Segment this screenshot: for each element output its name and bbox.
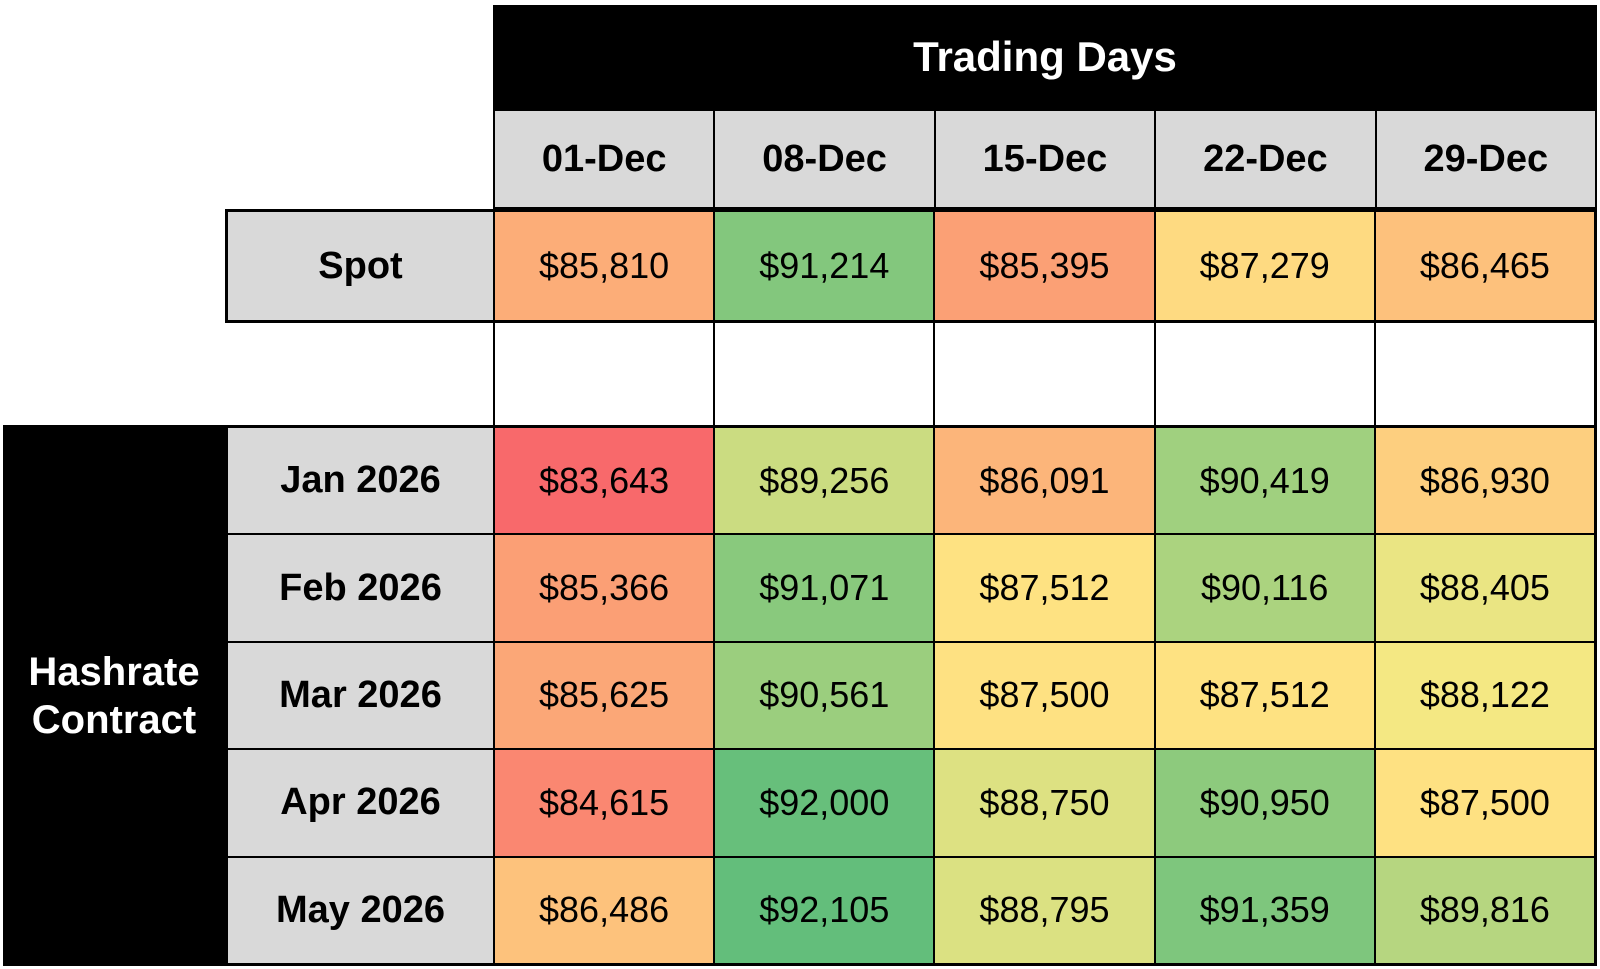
spacer-cell bbox=[935, 323, 1154, 425]
contract-price-cell: $86,091 bbox=[935, 428, 1154, 534]
contract-price-cell: $85,625 bbox=[495, 642, 714, 749]
contract-price-cell: $88,122 bbox=[1375, 642, 1594, 749]
contract-price-cell: $90,419 bbox=[1155, 428, 1374, 534]
row-label-may-2026: May 2026 bbox=[228, 857, 493, 963]
contract-price-cell: $90,950 bbox=[1155, 750, 1374, 856]
column-header-29-dec: 29-Dec bbox=[1376, 111, 1595, 207]
spot-price-cell: $91,214 bbox=[715, 212, 934, 320]
contract-price-cell: $92,105 bbox=[715, 857, 934, 963]
spacer-cell bbox=[1375, 323, 1594, 425]
hashrate-contract-group-label: Hashrate Contract bbox=[3, 425, 225, 966]
contract-price-cell: $88,795 bbox=[935, 857, 1154, 963]
spot-row: Spot $85,810 $91,214 $85,395 $87,279 $86… bbox=[225, 209, 1597, 323]
contract-price-cell: $88,750 bbox=[935, 750, 1154, 856]
trading-days-banner: Trading Days bbox=[493, 5, 1597, 109]
contract-month-grid: Jan 2026 $83,643 $89,256 $86,091 $90,419… bbox=[225, 425, 1597, 966]
spot-price-cell: $87,279 bbox=[1155, 212, 1374, 320]
spot-price-cell: $86,465 bbox=[1375, 212, 1594, 320]
contract-price-cell: $85,366 bbox=[495, 535, 714, 641]
contract-price-cell: $86,930 bbox=[1375, 428, 1594, 534]
spot-price-cell: $85,810 bbox=[495, 212, 714, 320]
contract-price-cell: $86,486 bbox=[495, 857, 714, 963]
contract-price-cell: $87,500 bbox=[935, 642, 1154, 749]
contract-price-cell: $90,561 bbox=[715, 642, 934, 749]
contract-price-cell: $83,643 bbox=[495, 428, 714, 534]
row-label-spot: Spot bbox=[228, 212, 493, 320]
row-label-jan-2026: Jan 2026 bbox=[228, 428, 493, 534]
contract-price-cell: $89,816 bbox=[1375, 857, 1594, 963]
column-header-row: 01-Dec 08-Dec 15-Dec 22-Dec 29-Dec bbox=[493, 109, 1597, 209]
contract-price-cell: $84,615 bbox=[495, 750, 714, 856]
contract-price-cell: $87,500 bbox=[1375, 750, 1594, 856]
contract-price-cell: $89,256 bbox=[715, 428, 934, 534]
spacer-row bbox=[493, 323, 1597, 425]
spacer-cell bbox=[715, 323, 934, 425]
contract-price-cell: $87,512 bbox=[935, 535, 1154, 641]
row-label-mar-2026: Mar 2026 bbox=[228, 642, 493, 749]
contract-price-cell: $92,000 bbox=[715, 750, 934, 856]
contract-price-cell: $91,359 bbox=[1155, 857, 1374, 963]
spacer-cell bbox=[495, 323, 714, 425]
contract-price-cell: $88,405 bbox=[1375, 535, 1594, 641]
column-header-15-dec: 15-Dec bbox=[935, 111, 1155, 207]
contract-price-cell: $90,116 bbox=[1155, 535, 1374, 641]
row-label-feb-2026: Feb 2026 bbox=[228, 535, 493, 641]
spot-price-cell: $85,395 bbox=[935, 212, 1154, 320]
row-label-apr-2026: Apr 2026 bbox=[228, 750, 493, 856]
column-header-08-dec: 08-Dec bbox=[715, 111, 934, 207]
contract-price-cell: $91,071 bbox=[715, 535, 934, 641]
contract-price-cell: $87,512 bbox=[1155, 642, 1374, 749]
column-header-22-dec: 22-Dec bbox=[1156, 111, 1375, 207]
spacer-cell bbox=[1155, 323, 1374, 425]
column-header-01-dec: 01-Dec bbox=[495, 111, 714, 207]
